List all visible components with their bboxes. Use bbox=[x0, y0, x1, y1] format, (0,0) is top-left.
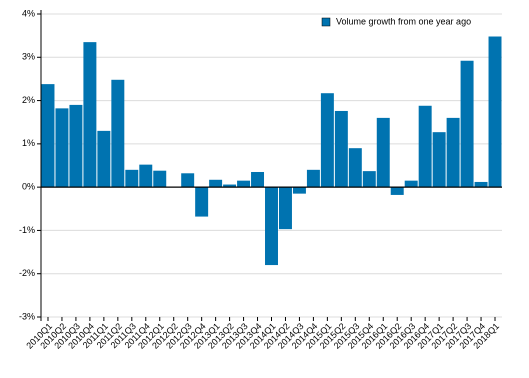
bar bbox=[488, 36, 502, 188]
y-tick-label: 0% bbox=[22, 182, 35, 192]
bar bbox=[474, 181, 488, 188]
bar bbox=[348, 148, 362, 188]
bar bbox=[306, 169, 320, 188]
bar bbox=[83, 42, 97, 188]
y-tick-label: -3% bbox=[19, 311, 35, 321]
bar bbox=[418, 105, 432, 188]
bar bbox=[139, 164, 153, 188]
bar bbox=[195, 187, 209, 217]
bar bbox=[278, 187, 292, 230]
y-tick-label: 4% bbox=[22, 8, 35, 18]
bar bbox=[320, 93, 334, 188]
bar bbox=[404, 180, 418, 188]
y-tick-label: 3% bbox=[22, 52, 35, 62]
bar bbox=[209, 179, 223, 188]
bar bbox=[69, 104, 83, 188]
bar bbox=[292, 187, 306, 194]
bar bbox=[125, 169, 139, 188]
bar bbox=[111, 79, 125, 188]
y-tick-label: 2% bbox=[22, 95, 35, 105]
y-tick-label: -2% bbox=[19, 268, 35, 278]
legend-label: Volume growth from one year ago bbox=[336, 16, 471, 26]
bar bbox=[55, 108, 69, 188]
y-tick-label: -1% bbox=[19, 225, 35, 235]
bar bbox=[376, 117, 390, 188]
bar bbox=[432, 132, 446, 188]
bar bbox=[97, 130, 111, 188]
bar bbox=[153, 170, 167, 188]
bar bbox=[237, 180, 251, 188]
bar bbox=[41, 84, 55, 188]
bar bbox=[181, 173, 195, 188]
bar bbox=[251, 171, 265, 188]
bar bbox=[265, 187, 278, 266]
y-tick-label: 1% bbox=[22, 138, 35, 148]
bar bbox=[390, 187, 404, 195]
bar bbox=[362, 171, 376, 188]
bar bbox=[223, 184, 237, 188]
bar bbox=[446, 117, 460, 188]
bar bbox=[460, 60, 474, 188]
bar bbox=[334, 110, 348, 188]
legend-swatch bbox=[321, 17, 331, 27]
